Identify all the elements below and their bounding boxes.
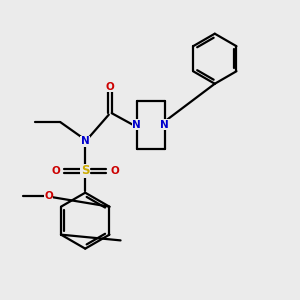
Text: O: O — [44, 190, 53, 201]
Text: N: N — [160, 120, 169, 130]
Text: O: O — [106, 82, 115, 92]
Text: O: O — [51, 166, 60, 176]
Text: N: N — [81, 136, 90, 146]
Text: N: N — [132, 120, 141, 130]
Text: S: S — [81, 164, 89, 177]
Text: O: O — [110, 166, 119, 176]
